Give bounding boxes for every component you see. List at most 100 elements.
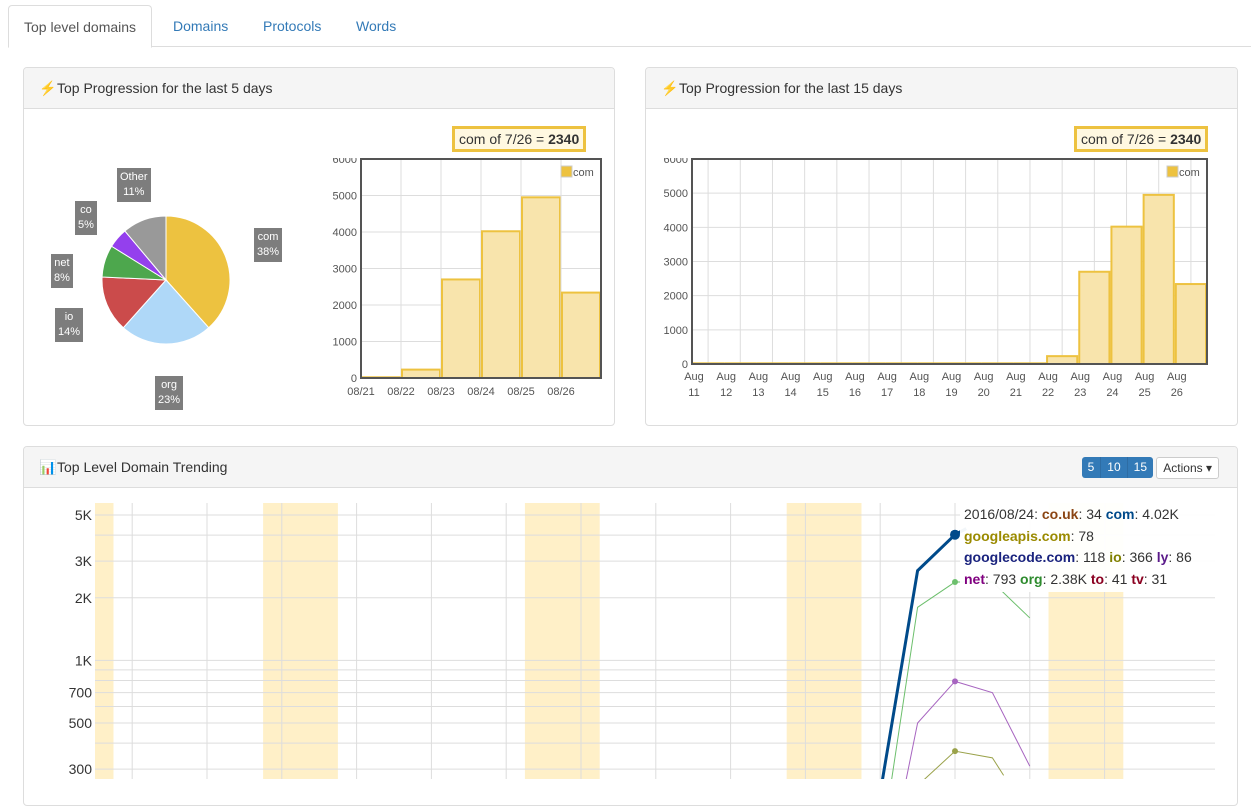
y-tick-label: 5000 <box>664 188 688 200</box>
x-tick-label: Aug <box>813 371 833 383</box>
x-tick-label: 16 <box>849 387 861 399</box>
tooltip-key: com <box>1105 506 1135 522</box>
legend-label: com <box>1179 167 1200 179</box>
range-15-button[interactable]: 15 <box>1127 457 1153 478</box>
x-tick-label: Aug <box>877 371 897 383</box>
x-tick-label: 23 <box>1074 387 1086 399</box>
y-tick-label: 0 <box>351 373 357 385</box>
tooltip-key: googleapis.com <box>964 527 1071 544</box>
trend-tooltip: 2016/08/24: co.uk: 34 com: 4.02K googleap… <box>960 502 1216 592</box>
y-tick-label: 5000 <box>333 191 357 203</box>
x-tick-label: 21 <box>1010 387 1022 399</box>
x-tick-label: 15 <box>817 387 829 399</box>
pie-slice-other <box>124 215 167 282</box>
x-tick-label: 08/26 <box>547 386 575 398</box>
panel-title: Top Progression for the last 5 days <box>57 80 273 96</box>
bar <box>561 291 601 379</box>
x-tick-label: 17 <box>881 387 893 399</box>
pie-slice-io <box>101 276 168 329</box>
x-tick-label: 19 <box>945 387 957 399</box>
panel-title: Top Progression for the last 15 days <box>679 80 903 96</box>
y-tick-label: 3000 <box>664 257 688 269</box>
y-tick-label: 2000 <box>664 291 688 303</box>
x-tick-label: Aug <box>910 371 930 383</box>
x-tick-label: Aug <box>1070 371 1090 383</box>
tooltip-key: net <box>964 570 985 587</box>
tab-words[interactable]: Words <box>356 18 397 34</box>
bar <box>521 196 561 380</box>
x-tick-label: Aug <box>845 371 865 383</box>
pie-label: io 14% <box>55 308 84 342</box>
y-tick-label: 6000 <box>333 158 357 166</box>
x-tick-label: 08/24 <box>467 386 495 398</box>
y-tick-label: 1000 <box>664 325 688 337</box>
tooltip-key: googlecode.com <box>964 549 1076 565</box>
bar <box>401 368 441 379</box>
x-tick-label: Aug <box>781 371 801 383</box>
pie-label: Other 11% <box>117 168 151 202</box>
x-tick-label: 08/22 <box>387 386 415 398</box>
bolt-icon: ⚡ <box>661 80 679 96</box>
x-tick-label: 11 <box>688 387 699 399</box>
bolt-icon: ⚡ <box>39 80 57 96</box>
tooltip-key: co.uk <box>1041 506 1079 522</box>
y-tick-label: 6000 <box>664 158 688 166</box>
bar <box>1174 283 1207 365</box>
x-tick-label: 24 <box>1106 387 1118 399</box>
y-tick-label: 3000 <box>333 264 357 276</box>
range-5-button[interactable]: 5 <box>1081 457 1102 478</box>
tooltip-key: io <box>1109 549 1122 565</box>
x-tick-label: Aug <box>684 371 704 383</box>
tab-protocols[interactable]: Protocols <box>263 18 322 34</box>
x-tick-label: 26 <box>1171 387 1183 399</box>
pie-label: co 5% <box>75 201 97 235</box>
x-tick-label: 14 <box>784 387 796 399</box>
x-tick-label: Aug <box>1006 371 1026 383</box>
range-10-button[interactable]: 10 <box>1101 457 1128 478</box>
x-tick-label: 08/21 <box>347 386 375 398</box>
x-tick-label: Aug <box>1167 371 1187 383</box>
panel-5-days: ⚡Top Progression for the last 5 days com… <box>23 67 615 426</box>
tab-top-level-domains[interactable]: Top level domains <box>8 5 153 48</box>
pie-slice-com <box>165 215 231 329</box>
tooltip-key: to <box>1090 570 1105 587</box>
x-tick-label: Aug <box>1103 371 1123 383</box>
pie-chart <box>101 215 231 345</box>
x-tick-label: Aug <box>1038 371 1058 383</box>
x-tick-label: 25 <box>1139 387 1151 399</box>
x-tick-label: Aug <box>1135 371 1155 383</box>
panel-title: Top Level Domain Trending <box>57 459 228 475</box>
bar-chart-15-days: 0 1000 2000 3000 4000 5000 6000 Aug 11 Aug 12 Aug 13… <box>664 158 1208 399</box>
y-tick-label: 4000 <box>333 227 357 239</box>
x-tick-label: Aug <box>749 371 769 383</box>
pie-slice-org <box>122 279 210 345</box>
tab-domains[interactable]: Domains <box>173 18 229 34</box>
bar <box>481 230 521 379</box>
x-tick-label: Aug <box>974 371 994 383</box>
bar <box>1046 355 1079 365</box>
bar-tooltip: com of 7/26 = 2340 <box>452 126 587 152</box>
panel-15-days: ⚡Top Progression for the last 15 days co… <box>645 67 1238 426</box>
bar <box>1142 193 1175 365</box>
pie-label: org 23% <box>155 376 184 410</box>
actions-dropdown[interactable]: Actions ▾ <box>1156 457 1219 479</box>
x-tick-label: 13 <box>752 387 764 399</box>
pie-label: com 38% <box>254 228 283 262</box>
legend-swatch <box>560 165 573 178</box>
x-tick-label: 18 <box>913 387 925 399</box>
tab-bar: Top level domains Domains Protocols Word… <box>8 5 1251 48</box>
bar <box>1110 225 1143 366</box>
plot-border <box>360 158 602 379</box>
plot-border <box>691 158 1208 365</box>
x-tick-label: 12 <box>720 387 732 399</box>
bar <box>1078 270 1111 365</box>
x-tick-label: 20 <box>978 387 990 399</box>
bar-tooltip: com of 7/26 = 2340 <box>1074 126 1209 152</box>
y-tick-label: 4000 <box>664 222 688 234</box>
bar-chart-icon: 📊 <box>39 459 57 475</box>
tooltip-key: ly <box>1156 549 1169 565</box>
legend-label: com <box>573 167 594 179</box>
x-tick-label: 08/25 <box>507 386 535 398</box>
y-tick-label: 1000 <box>333 337 357 349</box>
range-buttons: 5 10 15 <box>1081 457 1153 478</box>
